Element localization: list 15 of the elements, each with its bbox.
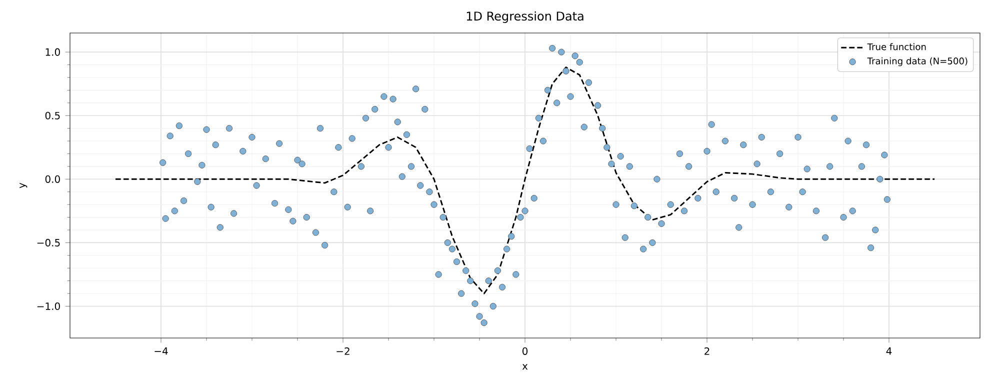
x-tick-label: 4 [886,347,892,355]
x-tick-label: −2 [336,347,350,355]
x-tick-label: 0 [522,347,528,355]
y-tick-label: −0.5 [37,238,60,246]
x-tick-label: 2 [704,347,710,355]
x-tick-label: −4 [154,347,168,355]
y-tick-label: −1.0 [37,302,60,310]
chart-title: 1D Regression Data [466,11,584,23]
legend-label: Training data (N=500) [867,57,968,66]
y-tick-label: 1.0 [46,48,60,56]
x-axis-title: x [522,364,528,370]
legend-label: True function [867,43,926,50]
y-axis-title: y [20,182,28,188]
y-tick-label: 0.5 [45,112,60,120]
y-tick-label: 0.0 [45,175,60,183]
